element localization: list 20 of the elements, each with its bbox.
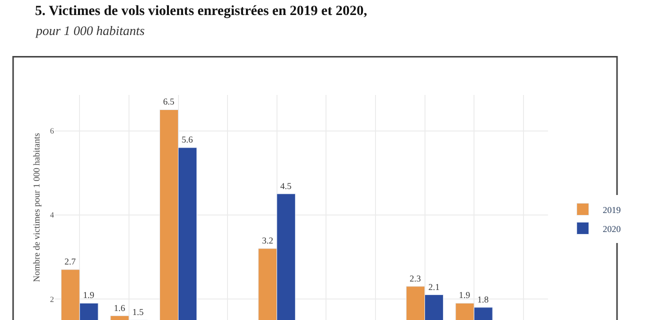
data-label: 1.5 <box>132 307 144 317</box>
chart-subtitle: pour 1 000 habitants <box>35 23 145 38</box>
data-label: 4.5 <box>280 180 292 191</box>
y-tick-label: 2 <box>50 294 54 304</box>
data-label: 3.2 <box>262 236 274 246</box>
data-label: 1.9 <box>83 290 95 300</box>
legend-label: 2020 <box>602 224 622 234</box>
data-label: 1.8 <box>477 294 490 304</box>
chart-title: 5. Victimes de vols violents enregistrées en 2019 et 2020, <box>35 4 368 19</box>
legend-label: 2019 <box>602 204 622 215</box>
y-tick-label: 4 <box>50 210 54 220</box>
data-label: 5.6 <box>182 134 194 145</box>
data-label: 6.5 <box>163 96 175 107</box>
y-tick-label: 6 <box>50 126 54 136</box>
data-label: 1.6 <box>114 302 126 313</box>
data-label: 2.1 <box>428 282 440 292</box>
data-label: 2.3 <box>410 273 422 284</box>
y-axis-title: Nombre de victimes pour 1 000 habitants <box>31 132 42 282</box>
data-label: 2.7 <box>64 256 76 267</box>
data-label: 1.9 <box>458 290 471 300</box>
